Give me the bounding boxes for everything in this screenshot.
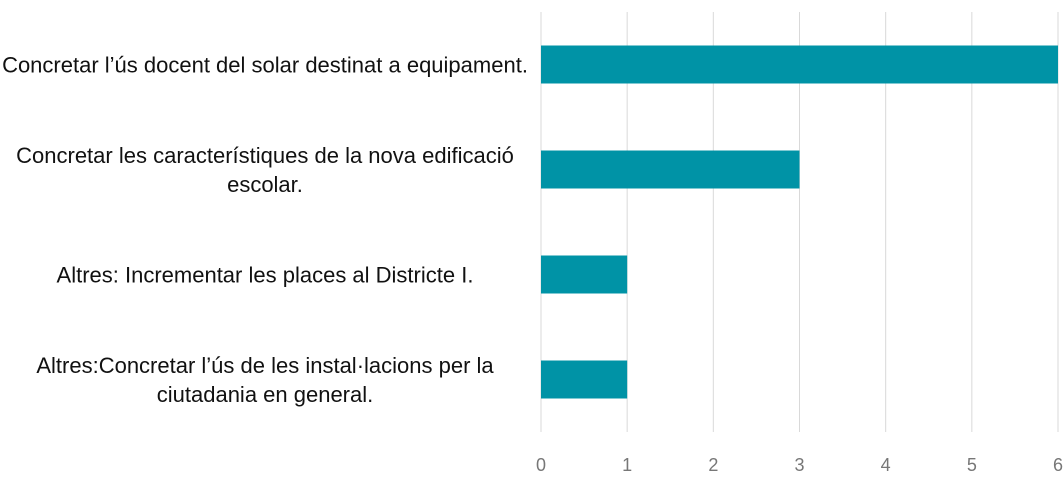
y-tick-label: Concretar les característiques de la nov… [16,142,514,197]
x-tick-label: 2 [708,455,718,475]
x-tick-label: 6 [1053,455,1063,475]
y-tick-label: Concretar l’ús docent del solar destinat… [2,52,528,77]
x-tick-label: 0 [536,455,546,475]
y-tick-label: Altres:Concretar l’ús de les instal·laci… [36,352,494,407]
y-tick-label: Altres: Incrementar les places al Distri… [56,262,474,287]
x-tick-label: 5 [967,455,977,475]
bar [541,255,628,294]
bar [541,150,800,189]
bar [541,360,628,399]
bar [541,45,1058,84]
x-tick-label: 1 [622,455,632,475]
x-tick-label: 3 [794,455,804,475]
x-tick-label: 4 [881,455,891,475]
